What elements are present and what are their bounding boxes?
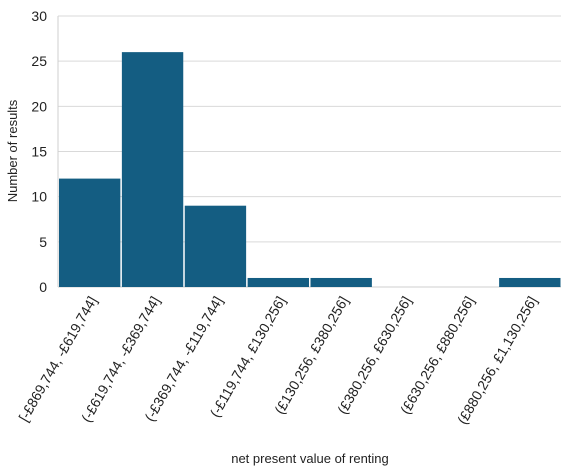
histogram-bar (184, 205, 247, 287)
histogram-bar (59, 178, 121, 287)
y-tick-label: 15 (31, 144, 47, 160)
y-axis-ticks: 0 5 10 15 20 25 30 (31, 8, 47, 295)
y-tick-label: 0 (39, 279, 47, 295)
y-tick-label: 10 (31, 189, 47, 205)
x-axis-ticks: [-£869,744, -£619,744](-£619,744, -£369,… (15, 294, 540, 427)
histogram-bar (499, 277, 561, 287)
y-tick-label: 25 (31, 53, 47, 69)
y-tick-label: 20 (31, 98, 47, 114)
histogram-bar (121, 52, 184, 288)
bars (59, 52, 561, 288)
histogram-bar (247, 277, 309, 287)
y-tick-label: 5 (39, 234, 47, 250)
histogram-bar (310, 277, 372, 287)
y-tick-label: 30 (31, 8, 47, 24)
y-axis-title: Number of results (5, 99, 20, 202)
x-axis-title: net present value of renting (231, 451, 389, 466)
